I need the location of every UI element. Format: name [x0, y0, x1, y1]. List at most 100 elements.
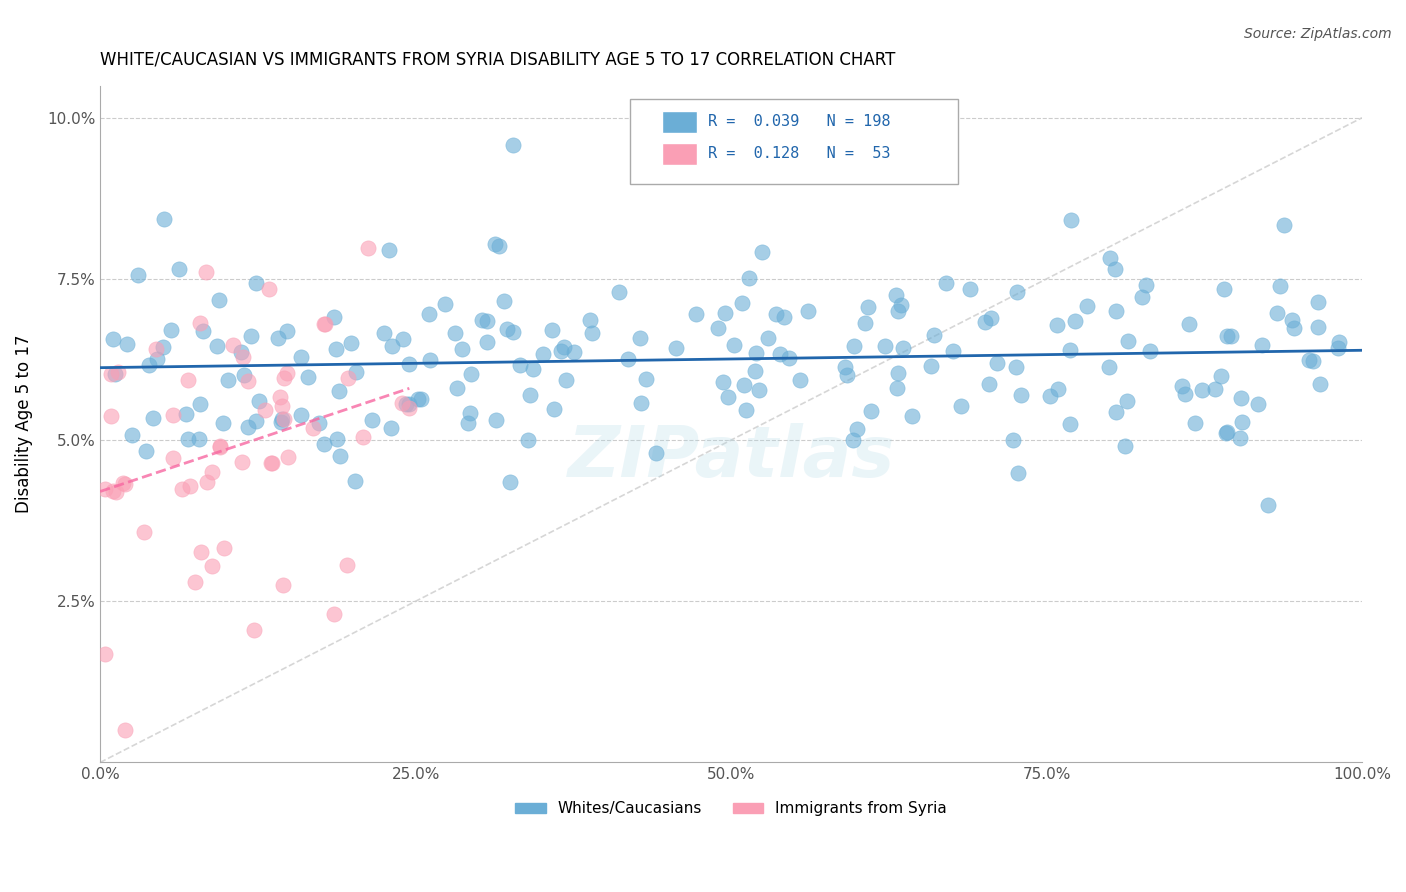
Y-axis label: Disability Age 5 to 17: Disability Age 5 to 17: [15, 334, 32, 513]
Point: [748, 383, 770, 397]
Point: [1046, 318, 1069, 332]
Point: [247, 393, 270, 408]
Point: [1306, 320, 1329, 334]
Point: [328, 449, 350, 463]
Point: [1282, 321, 1305, 335]
Point: [1220, 328, 1243, 343]
Point: [665, 341, 688, 355]
Point: [360, 412, 382, 426]
Point: [617, 351, 640, 366]
Point: [153, 212, 176, 227]
Point: [103, 332, 125, 346]
Point: [1232, 415, 1254, 429]
Point: [886, 381, 908, 395]
Point: [1250, 338, 1272, 352]
Text: Source: ZipAtlas.com: Source: ZipAtlas.com: [1244, 27, 1392, 41]
Point: [419, 353, 441, 368]
Point: [314, 317, 336, 331]
Point: [1135, 277, 1157, 292]
Point: [297, 370, 319, 384]
Point: [236, 374, 259, 388]
Point: [979, 376, 1001, 391]
Text: ZIPatlas: ZIPatlas: [568, 424, 894, 492]
Point: [398, 401, 420, 415]
Point: [352, 430, 374, 444]
Point: [522, 361, 544, 376]
Point: [1170, 379, 1192, 393]
Point: [170, 482, 193, 496]
Point: [138, 358, 160, 372]
Point: [343, 474, 366, 488]
Point: [922, 328, 945, 343]
Point: [578, 313, 600, 327]
Point: [105, 485, 128, 500]
Point: [434, 297, 457, 311]
Point: [200, 466, 222, 480]
Point: [1114, 439, 1136, 453]
Point: [114, 723, 136, 738]
Point: [834, 360, 856, 375]
Point: [201, 558, 224, 573]
Point: [1105, 304, 1128, 318]
Point: [245, 414, 267, 428]
Point: [243, 623, 266, 637]
Point: [723, 338, 745, 352]
Point: [395, 396, 418, 410]
Point: [1046, 382, 1069, 396]
Point: [543, 401, 565, 416]
Point: [738, 271, 761, 285]
Point: [127, 268, 149, 283]
Point: [271, 578, 294, 592]
Point: [107, 365, 129, 379]
Point: [935, 276, 957, 290]
Point: [276, 324, 298, 338]
Point: [260, 456, 283, 470]
Point: [277, 450, 299, 465]
Point: [271, 399, 294, 413]
Point: [290, 408, 312, 422]
Point: [1177, 317, 1199, 331]
Point: [378, 243, 401, 257]
Point: [221, 337, 243, 351]
Point: [409, 392, 432, 407]
Point: [238, 420, 260, 434]
Point: [340, 335, 363, 350]
Point: [273, 371, 295, 385]
Point: [1007, 466, 1029, 480]
Point: [231, 344, 253, 359]
Point: [1002, 433, 1025, 447]
Point: [188, 316, 211, 330]
Point: [100, 409, 122, 423]
Point: [104, 368, 127, 382]
Point: [1010, 388, 1032, 402]
Point: [886, 366, 908, 380]
Point: [1204, 382, 1226, 396]
Point: [336, 558, 359, 573]
Point: [458, 406, 481, 420]
Point: [356, 241, 378, 255]
Point: [273, 412, 295, 426]
Point: [232, 350, 254, 364]
Point: [326, 432, 349, 446]
Point: [789, 373, 811, 387]
Point: [973, 315, 995, 329]
Point: [290, 350, 312, 364]
Point: [707, 320, 730, 334]
Point: [1247, 397, 1270, 411]
Point: [492, 293, 515, 308]
Point: [562, 345, 585, 359]
Point: [457, 416, 479, 430]
Point: [1005, 285, 1028, 300]
Point: [1257, 498, 1279, 512]
Point: [942, 344, 965, 359]
Point: [499, 475, 522, 489]
Point: [314, 436, 336, 450]
Point: [257, 281, 280, 295]
Point: [502, 137, 524, 152]
Point: [1230, 391, 1253, 405]
Point: [756, 331, 779, 345]
Point: [630, 396, 652, 410]
Point: [959, 282, 981, 296]
Point: [887, 303, 910, 318]
Point: [162, 408, 184, 422]
